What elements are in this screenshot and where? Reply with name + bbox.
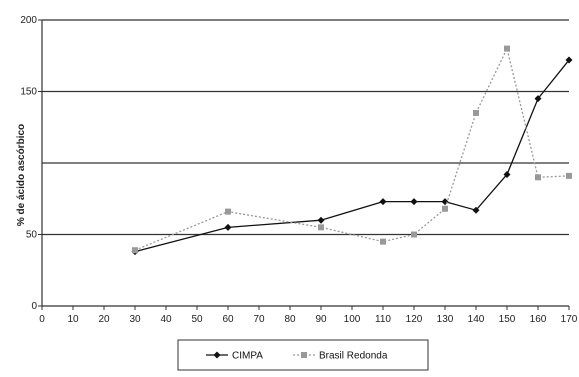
point-s1-7 xyxy=(504,45,510,52)
point-s1-4 xyxy=(411,231,417,238)
series-line-0 xyxy=(134,59,570,253)
point-s0-4 xyxy=(410,198,418,206)
point-s1-9 xyxy=(566,172,572,179)
point-s1-0 xyxy=(132,247,138,254)
point-s0-3 xyxy=(379,198,387,206)
x-tick-label-3: 30 xyxy=(129,314,141,325)
x-tick-label-5: 50 xyxy=(191,314,203,325)
point-s0-2 xyxy=(317,216,325,224)
x-tick-label-6: 60 xyxy=(222,314,234,325)
x-tick-label-13: 130 xyxy=(437,314,454,325)
legend: CIMPA Brasil Redonda xyxy=(177,339,429,371)
y-axis-label: % de ácido ascórbico xyxy=(16,124,27,226)
legend-marker-0 xyxy=(213,351,221,359)
x-tick-label-14: 140 xyxy=(468,314,485,325)
point-s1-1 xyxy=(225,208,231,215)
x-tick-label-12: 120 xyxy=(406,314,423,325)
legend-label-1: Brasil Redonda xyxy=(319,351,388,362)
point-s0-9 xyxy=(565,56,573,64)
point-s1-6 xyxy=(473,109,479,116)
y-tick-label-2: 150 xyxy=(20,87,37,98)
x-tick-label-10: 100 xyxy=(344,314,361,325)
x-tick-label-2: 20 xyxy=(98,314,110,325)
x-tick-label-15: 150 xyxy=(499,314,516,325)
point-s1-8 xyxy=(535,174,541,181)
series-1 xyxy=(132,45,572,254)
y-tick-label-3: 200 xyxy=(20,15,37,26)
point-s0-8 xyxy=(534,95,542,103)
point-s1-5 xyxy=(442,205,448,212)
point-s0-7 xyxy=(503,170,511,178)
x-tick-label-11: 110 xyxy=(375,314,391,325)
x-tick-label-4: 40 xyxy=(160,314,172,325)
legend-label-0: CIMPA xyxy=(232,351,263,362)
grid-lines xyxy=(42,19,569,236)
x-tick-label-8: 80 xyxy=(284,314,296,325)
x-tick-label-0: 0 xyxy=(39,314,45,325)
legend-marker-1 xyxy=(301,352,307,358)
x-tick-label-7: 70 xyxy=(253,314,265,325)
point-s1-3 xyxy=(380,238,386,245)
point-s1-2 xyxy=(318,224,324,231)
point-s0-6 xyxy=(472,206,480,214)
series-0 xyxy=(131,56,573,256)
x-tick-label-9: 90 xyxy=(315,314,327,325)
series xyxy=(131,45,573,256)
x-tick-label-16: 160 xyxy=(530,314,547,325)
x-tick-label-1: 10 xyxy=(67,314,79,325)
y-tick-label-1: 50 xyxy=(26,230,38,241)
series-line-1 xyxy=(134,46,570,251)
axes: 0 10 20 30 40 50 60 70 80 90 100 110 120 130 140 150 160… xyxy=(20,15,577,325)
x-tick-label-17: 170 xyxy=(561,314,578,325)
point-s0-1 xyxy=(224,223,232,231)
y-tick-label-0: 0 xyxy=(31,301,37,312)
